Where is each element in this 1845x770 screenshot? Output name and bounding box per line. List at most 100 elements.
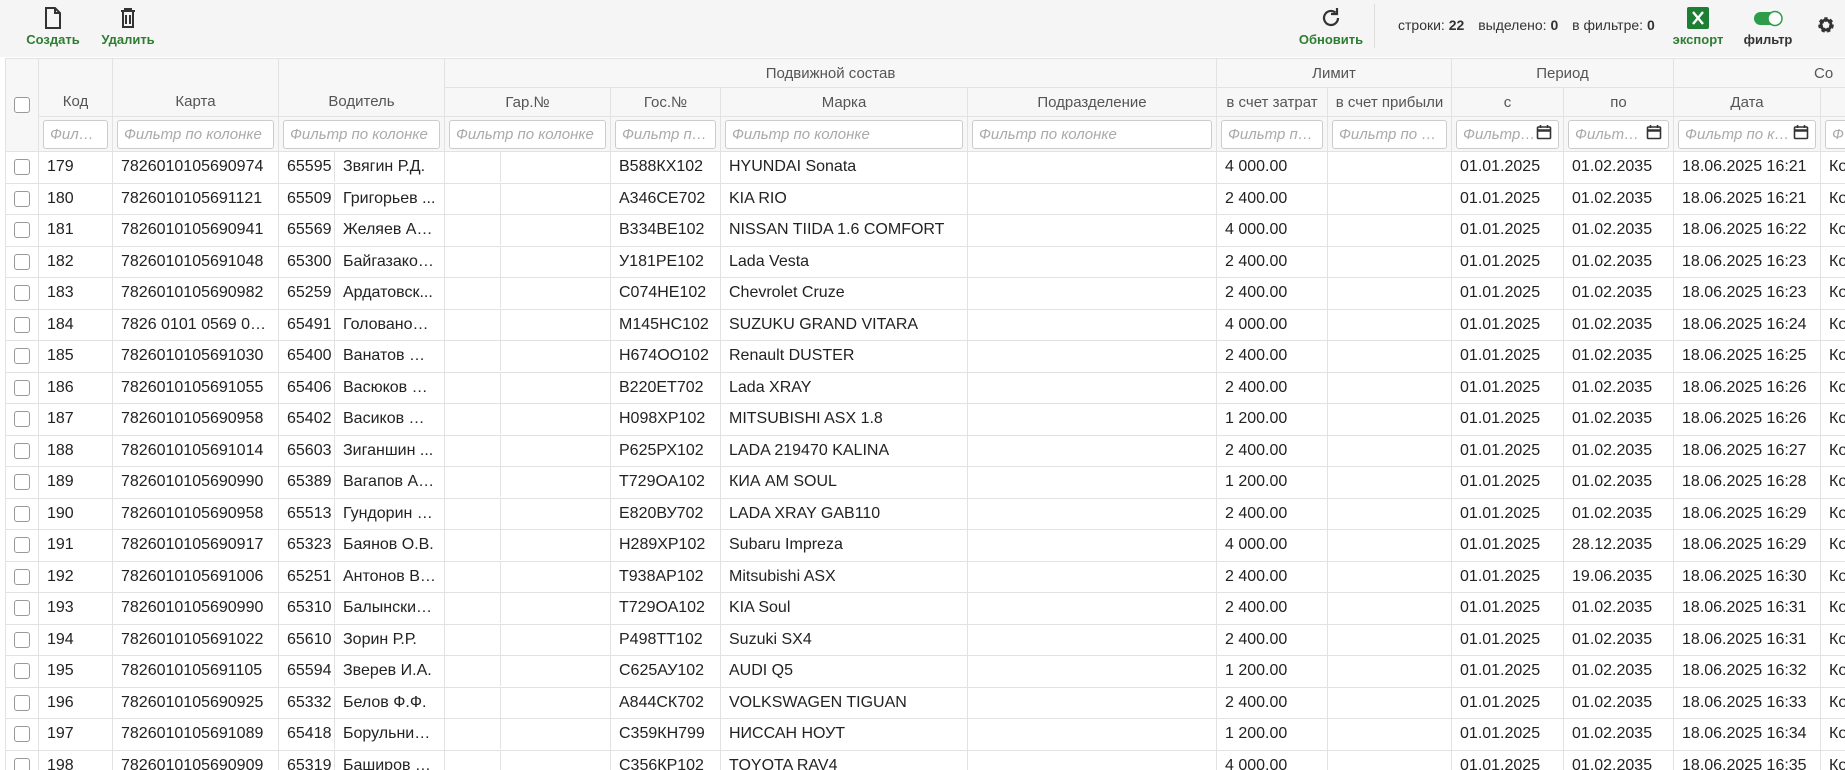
cell-to: 01.02.2035 — [1572, 410, 1653, 428]
cell — [1326, 718, 1453, 751]
column-header[interactable]: Дата — [1673, 87, 1822, 117]
driver-cell: 65406 Васюков Э.Б. — [278, 371, 445, 404]
row-checkbox[interactable] — [14, 474, 30, 491]
row-checkbox[interactable] — [14, 190, 30, 207]
table-row[interactable]: 184 7826 0101 0569 0974 65491 Голованов ...… — [5, 308, 1845, 341]
row-checkbox[interactable] — [14, 663, 30, 680]
column-header[interactable]: Подразделение — [967, 87, 1217, 117]
filter-cell: Фильтр по колонке — [720, 116, 968, 152]
row-checkbox[interactable] — [14, 726, 30, 743]
table-row[interactable]: 189 7826010105690990 65389 Вагапов А.А. Т729… — [5, 466, 1845, 499]
checkbox-cell — [5, 403, 39, 436]
filter-input[interactable]: Фильтр по колонке — [1568, 119, 1670, 149]
refresh-button[interactable]: Обновить — [1296, 6, 1366, 47]
row-checkbox[interactable] — [14, 568, 30, 585]
column-header[interactable]: Код — [38, 58, 113, 117]
row-checkbox[interactable] — [14, 411, 30, 428]
column-header[interactable]: Карта — [112, 58, 279, 117]
delete-button[interactable]: Удалить — [98, 6, 158, 47]
checkbox-cell — [5, 182, 39, 215]
filter-input[interactable]: Фильтр по колонке — [1332, 119, 1448, 149]
filter-toggle[interactable]: фильтр — [1738, 6, 1798, 47]
row-checkbox[interactable] — [14, 348, 30, 365]
filter-cell: Фильтр по колонке — [610, 116, 721, 152]
table-row[interactable]: 190 7826010105690958 65513 Гундорин Р... Е82… — [5, 497, 1845, 530]
cell-plate: А844СК702 — [619, 693, 704, 711]
table-row[interactable]: 196 7826010105690925 65332 Белов Ф.Ф. А844СК… — [5, 686, 1845, 719]
cell: 18.06.2025 16:21 — [1673, 182, 1822, 215]
row-checkbox[interactable] — [14, 505, 30, 522]
column-header[interactable]: с — [1451, 87, 1565, 117]
cell: Ко — [1820, 749, 1845, 770]
calendar-icon[interactable] — [1793, 124, 1809, 144]
cell-next: Ко — [1829, 473, 1845, 491]
table-row[interactable]: 195 7826010105691105 65594 Зверев И.А. С625А… — [5, 655, 1845, 688]
select-all-checkbox[interactable] — [14, 97, 30, 113]
create-button[interactable]: Создать — [24, 6, 82, 47]
row-checkbox[interactable] — [14, 631, 30, 648]
calendar-icon[interactable] — [1646, 124, 1662, 144]
cell: 7826010105691030 — [112, 340, 279, 373]
cell: 01.01.2025 — [1451, 623, 1565, 656]
table-row[interactable]: 182 7826010105691048 65300 Байгазаков... У18… — [5, 245, 1845, 278]
cell — [1326, 403, 1453, 436]
cell-from: 01.01.2025 — [1460, 693, 1541, 711]
table-row[interactable]: 181 7826010105690941 65569 Желяев А.О. В334В… — [5, 214, 1845, 247]
column-header[interactable]: Гар.№ — [444, 87, 611, 117]
table-row[interactable]: 186 7826010105691055 65406 Васюков Э.Б. В220… — [5, 371, 1845, 404]
settings-button[interactable] — [1815, 14, 1837, 36]
row-checkbox[interactable] — [14, 379, 30, 396]
cell-plate: Р625РХ102 — [619, 441, 704, 459]
table-row[interactable]: 198 7826010105690909 65319 Баширов К... С356… — [5, 749, 1845, 770]
filter-input[interactable]: Фильтр по колонке — [725, 119, 963, 149]
column-header[interactable]: в счет затрат — [1216, 87, 1328, 117]
row-checkbox[interactable] — [14, 537, 30, 554]
sub-cells — [446, 246, 610, 277]
column-header[interactable]: Марка — [720, 87, 968, 117]
checkbox-cell — [5, 718, 39, 751]
table-row[interactable]: 193 7826010105690990 65310 Балынский... Т729… — [5, 592, 1845, 625]
row-checkbox[interactable] — [14, 253, 30, 270]
table-row[interactable]: 185 7826010105691030 65400 Ванатов Ф.... Н67… — [5, 340, 1845, 373]
filter-input[interactable]: Фильтр по колонке — [117, 119, 274, 149]
table-row[interactable]: 180 7826010105691121 65509 Григорьев ... А34… — [5, 182, 1845, 215]
calendar-icon[interactable] — [1536, 124, 1552, 144]
table-row[interactable]: 194 7826010105691022 65610 Зорин Р.Р. Р498ТТ… — [5, 623, 1845, 656]
row-checkbox[interactable] — [14, 222, 30, 239]
filter-input[interactable]: Фильтр по колонке — [1825, 119, 1845, 149]
cell — [1326, 560, 1453, 593]
filter-input[interactable]: Фильтр по колонке — [283, 119, 440, 149]
filter-input[interactable]: Фильтр по колонке — [43, 119, 108, 149]
column-header[interactable]: в счет прибыли — [1326, 87, 1453, 117]
table-row[interactable]: 179 7826010105690974 65595 Звягин Р.Д. В588К… — [5, 151, 1845, 184]
filter-input[interactable]: Фильтр по колонке — [972, 119, 1212, 149]
tab-number: 65323 — [280, 530, 335, 561]
export-button[interactable]: экспорт — [1670, 6, 1726, 47]
table-row[interactable]: 188 7826010105691014 65603 Зиганшин ... Р625… — [5, 434, 1845, 467]
filter-input[interactable]: Фильтр по колонке — [1456, 119, 1560, 149]
column-header[interactable]: по — [1563, 87, 1675, 117]
table-row[interactable]: 187 7826010105690958 65402 Васиков М.Р. Н098… — [5, 403, 1845, 436]
row-checkbox[interactable] — [14, 285, 30, 302]
cell-code: 181 — [47, 221, 74, 239]
table-row[interactable]: 183 7826010105690982 65259 Ардатовск... С074… — [5, 277, 1845, 310]
column-header[interactable]: Гос.№ — [610, 87, 721, 117]
cell-date: 18.06.2025 16:25 — [1682, 347, 1807, 365]
row-checkbox[interactable] — [14, 600, 30, 617]
filter-input[interactable]: Фильтр по колонке — [615, 119, 716, 149]
filter-input[interactable]: Фильтр по колонке — [1221, 119, 1323, 149]
row-checkbox[interactable] — [14, 316, 30, 333]
column-header[interactable]: Водитель — [278, 58, 445, 117]
table-row[interactable]: 197 7826010105691089 65418 Борульник ... С35… — [5, 718, 1845, 751]
cell-limit-cost: 2 400.00 — [1225, 599, 1288, 617]
row-checkbox[interactable] — [14, 757, 30, 770]
cell: А346СЕ702 — [610, 182, 721, 215]
row-checkbox[interactable] — [14, 159, 30, 176]
filter-input[interactable]: Фильтр по колонке — [1678, 119, 1817, 149]
table-row[interactable]: 191 7826010105690917 65323 Баянов О.В. Н289Х… — [5, 529, 1845, 562]
table-row[interactable]: 192 7826010105691006 65251 Антонов В.В. Т938… — [5, 560, 1845, 593]
cell-from: 01.01.2025 — [1460, 378, 1541, 396]
row-checkbox[interactable] — [14, 442, 30, 459]
row-checkbox[interactable] — [14, 694, 30, 711]
filter-input[interactable]: Фильтр по колонке — [449, 119, 606, 149]
